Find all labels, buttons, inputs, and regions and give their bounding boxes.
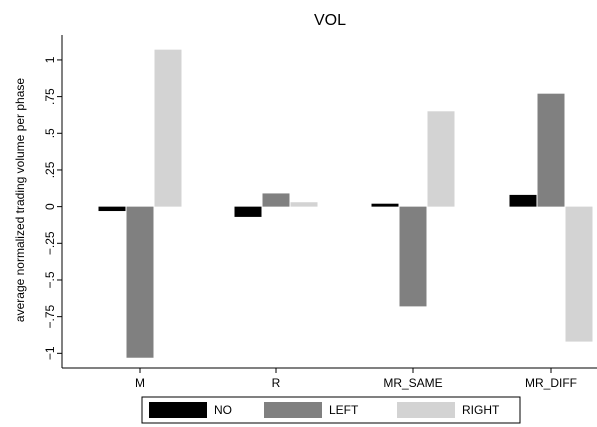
bar-left-r — [262, 193, 290, 207]
bar-no-m — [98, 206, 126, 212]
bar-no-mr_diff — [509, 194, 537, 207]
y-axis-label: average normalized trading volume per ph… — [13, 78, 27, 322]
y-tick-label: .75 — [43, 88, 57, 105]
bar-left-m — [126, 206, 154, 358]
y-tick-label: 0 — [43, 203, 57, 210]
y-tick-label: −.25 — [43, 231, 57, 255]
y-tick-label: −1 — [43, 346, 57, 360]
bar-no-mr_same — [371, 203, 399, 207]
bar-left-mr_diff — [537, 93, 565, 207]
bar-right-m — [154, 49, 182, 207]
bar-left-mr_same — [399, 206, 427, 307]
bar-right-r — [290, 202, 318, 207]
legend-label-left: LEFT — [329, 403, 359, 417]
legend-swatch-right — [397, 402, 455, 418]
legend-label-right: RIGHT — [462, 403, 500, 417]
bar-no-r — [234, 206, 262, 217]
legend-swatch-left — [264, 402, 322, 418]
chart-title: VOL — [314, 12, 346, 29]
y-tick-label: .5 — [43, 128, 57, 138]
x-tick-label: MR_SAME — [383, 376, 442, 390]
x-tick-label: MR_DIFF — [525, 376, 577, 390]
x-tick-label: M — [135, 376, 145, 390]
bar-right-mr_same — [427, 111, 455, 207]
legend-swatch-no — [149, 402, 207, 418]
legend-label-no: NO — [214, 403, 232, 417]
legend: NO LEFT RIGHT — [141, 396, 521, 424]
x-tick-label: R — [272, 376, 281, 390]
y-tick-label: −.5 — [43, 271, 57, 288]
y-tick-label: −.75 — [43, 304, 57, 328]
plot-area: −1 −.75 −.5 −.25 0 .25 .5 .75 1 M R MR_SAME MR_DIFF — [43, 35, 597, 390]
bar-right-mr_diff — [565, 206, 593, 342]
y-tick-label: .25 — [43, 161, 57, 178]
y-tick-label: 1 — [43, 56, 57, 63]
